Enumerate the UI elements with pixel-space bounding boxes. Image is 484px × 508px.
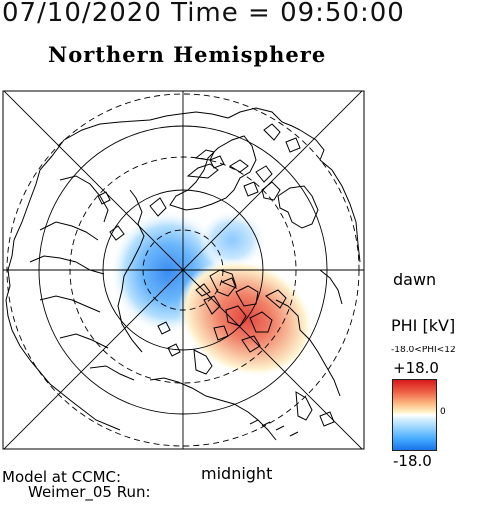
meridians: [3, 91, 364, 449]
hemisphere-title: Northern Hemisphere: [48, 42, 327, 67]
colorbar-title: PHI [kV]: [391, 316, 456, 335]
colorbar-max-label: +18.0: [393, 359, 439, 377]
midnight-label: midnight: [201, 464, 273, 483]
colorbar-min-label: -18.0: [393, 452, 432, 470]
map-frame: [2, 90, 365, 450]
colorbar-range: -18.0<PHI<12: [391, 346, 456, 355]
datetime-title: 07/10/2020 Time = 09:50:00: [2, 0, 405, 28]
colorbar-zero-label: 0: [440, 407, 446, 417]
colorbar: [392, 379, 437, 451]
dawn-label: dawn: [393, 270, 437, 289]
positive-potential-cell: [178, 259, 314, 377]
run-label: Weimer_05 Run:: [28, 483, 151, 501]
model-label: Model at CCMC:: [2, 468, 122, 486]
